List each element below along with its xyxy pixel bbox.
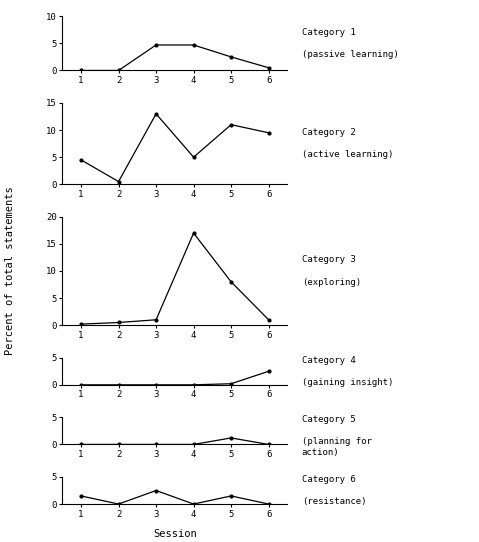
Text: Category 6: Category 6 [302, 475, 355, 484]
Text: Category 3: Category 3 [302, 255, 355, 264]
Text: (active learning): (active learning) [302, 150, 393, 159]
Text: Category 5: Category 5 [302, 415, 355, 424]
Text: (gaining insight): (gaining insight) [302, 378, 393, 387]
Text: Percent of total statements: Percent of total statements [5, 186, 14, 356]
Text: Session: Session [153, 529, 197, 539]
Text: Category 1: Category 1 [302, 28, 355, 37]
Text: (passive learning): (passive learning) [302, 50, 399, 59]
Text: Category 4: Category 4 [302, 356, 355, 365]
Text: (planning for
action): (planning for action) [302, 437, 372, 457]
Text: Category 2: Category 2 [302, 128, 355, 137]
Text: (resistance): (resistance) [302, 497, 366, 506]
Text: (exploring): (exploring) [302, 278, 361, 287]
